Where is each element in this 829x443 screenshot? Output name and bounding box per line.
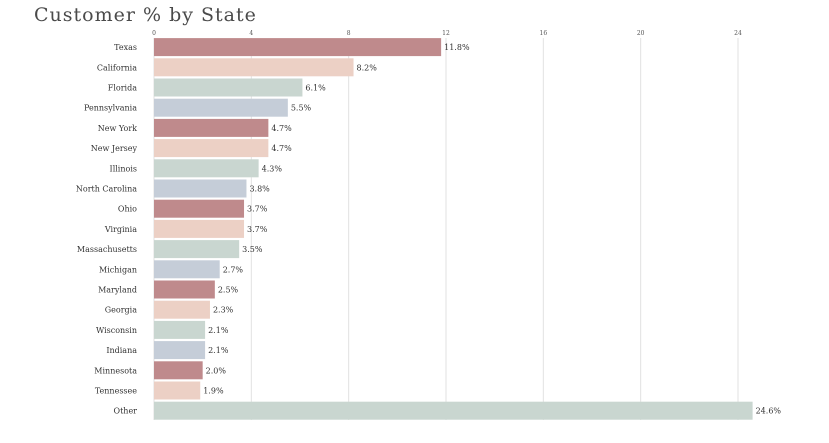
category-label: New Jersey <box>91 144 138 153</box>
value-label: 3.8% <box>249 185 270 194</box>
x-tick-label: 24 <box>734 30 742 37</box>
bar <box>154 361 203 380</box>
value-label: 24.6% <box>756 407 782 416</box>
bar <box>154 401 753 420</box>
x-tick-label: 20 <box>637 30 645 37</box>
bar <box>154 159 259 178</box>
bar <box>154 139 269 158</box>
bar <box>154 179 247 198</box>
category-label: Virginia <box>104 225 137 234</box>
category-label: Tennessee <box>95 387 137 396</box>
bar <box>154 341 206 360</box>
x-axis-ticks: 0 4 8 12 16 20 24 <box>152 30 742 37</box>
bar <box>154 320 206 339</box>
category-label: Pennsylvania <box>84 104 137 113</box>
value-label: 1.9% <box>203 387 224 396</box>
bar <box>154 78 303 97</box>
bar <box>154 260 220 279</box>
category-label: New York <box>98 124 137 133</box>
category-label: Illinois <box>110 164 137 173</box>
value-label: 2.3% <box>213 306 234 315</box>
value-label: 2.7% <box>223 265 244 274</box>
category-label: Georgia <box>105 306 137 315</box>
value-label: 4.3% <box>262 164 283 173</box>
x-tick-label: 4 <box>249 30 253 37</box>
category-label: Massachusetts <box>77 245 137 254</box>
value-label: 3.7% <box>247 205 268 214</box>
value-label: 3.7% <box>247 225 268 234</box>
value-label: 4.7% <box>271 124 292 133</box>
bar <box>154 280 215 299</box>
value-label: 5.5% <box>291 104 312 113</box>
bar <box>154 118 269 137</box>
category-label: Ohio <box>118 205 137 214</box>
value-label: 11.8% <box>444 43 470 52</box>
x-tick-label: 12 <box>442 30 450 37</box>
bar <box>154 38 442 57</box>
category-label: Other <box>114 407 138 416</box>
category-label: Indiana <box>106 346 137 355</box>
value-label: 8.2% <box>357 63 378 72</box>
bar <box>154 98 288 117</box>
value-label: 6.1% <box>305 84 326 93</box>
category-label: North Carolina <box>76 185 137 194</box>
value-label: 2.0% <box>206 366 227 375</box>
category-labels: Texas California Florida Pennsylvania New Yo… <box>76 43 138 416</box>
value-label: 2.1% <box>208 326 229 335</box>
category-label: Michigan <box>99 265 137 274</box>
value-label: 3.5% <box>242 245 263 254</box>
category-label: Wisconsin <box>96 326 137 335</box>
bar <box>154 381 201 400</box>
category-label: Texas <box>114 43 137 52</box>
x-tick-label: 16 <box>540 30 548 37</box>
value-label: 2.1% <box>208 346 229 355</box>
x-tick-label: 0 <box>152 30 156 37</box>
category-label: California <box>97 63 137 72</box>
bar <box>154 219 245 238</box>
bar <box>154 300 210 319</box>
value-label: 4.7% <box>271 144 292 153</box>
bar <box>154 58 354 77</box>
category-label: Maryland <box>98 286 137 295</box>
category-label: Minnesota <box>94 366 137 375</box>
bar <box>154 240 240 259</box>
bars <box>154 38 753 420</box>
value-labels: 11.8% 8.2% 6.1% 5.5% 4.7% 4.7% 4.3% 3.8% 3.7% 3.7… <box>203 43 781 416</box>
value-label: 2.5% <box>218 286 239 295</box>
x-tick-label: 8 <box>347 30 351 37</box>
chart-title: Customer % by State <box>34 4 257 26</box>
bar <box>154 199 245 218</box>
category-label: Florida <box>108 84 137 93</box>
